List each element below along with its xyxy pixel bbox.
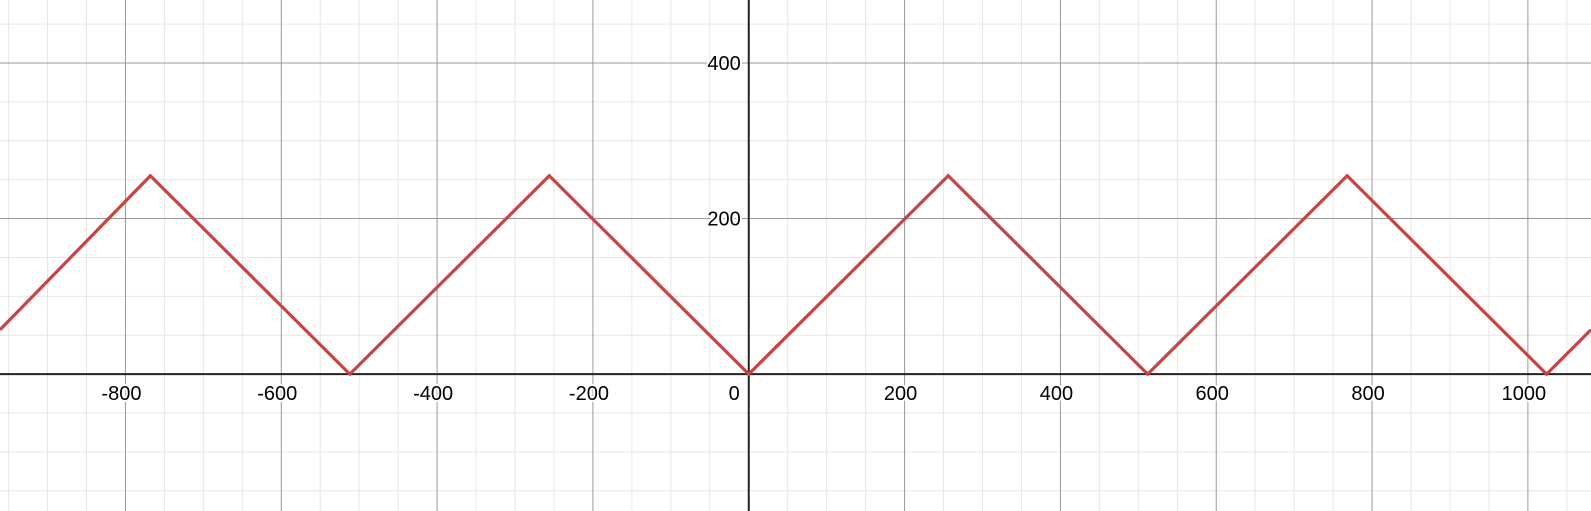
x-tick-label: 0: [729, 383, 740, 405]
x-tick-label: -400: [413, 383, 453, 405]
x-tick-label: 400: [1040, 383, 1073, 405]
x-tick-label: -800: [101, 383, 141, 405]
y-tick-label: 400: [707, 53, 740, 75]
series-layer: [0, 173, 1591, 377]
series-line-0: [0, 173, 1591, 377]
x-tick-label: 1000: [1502, 383, 1547, 405]
x-tick-label: 800: [1351, 383, 1384, 405]
y-tick-label: 200: [707, 209, 740, 231]
x-tick-label: -600: [257, 383, 297, 405]
tick-labels: -800 -600 -400 -200 0 200 400 600 800 1000 200 400: [99, 51, 1548, 407]
x-tick-label: -200: [569, 383, 609, 405]
x-tick-label: 200: [884, 383, 917, 405]
x-tick-label: 600: [1196, 383, 1229, 405]
